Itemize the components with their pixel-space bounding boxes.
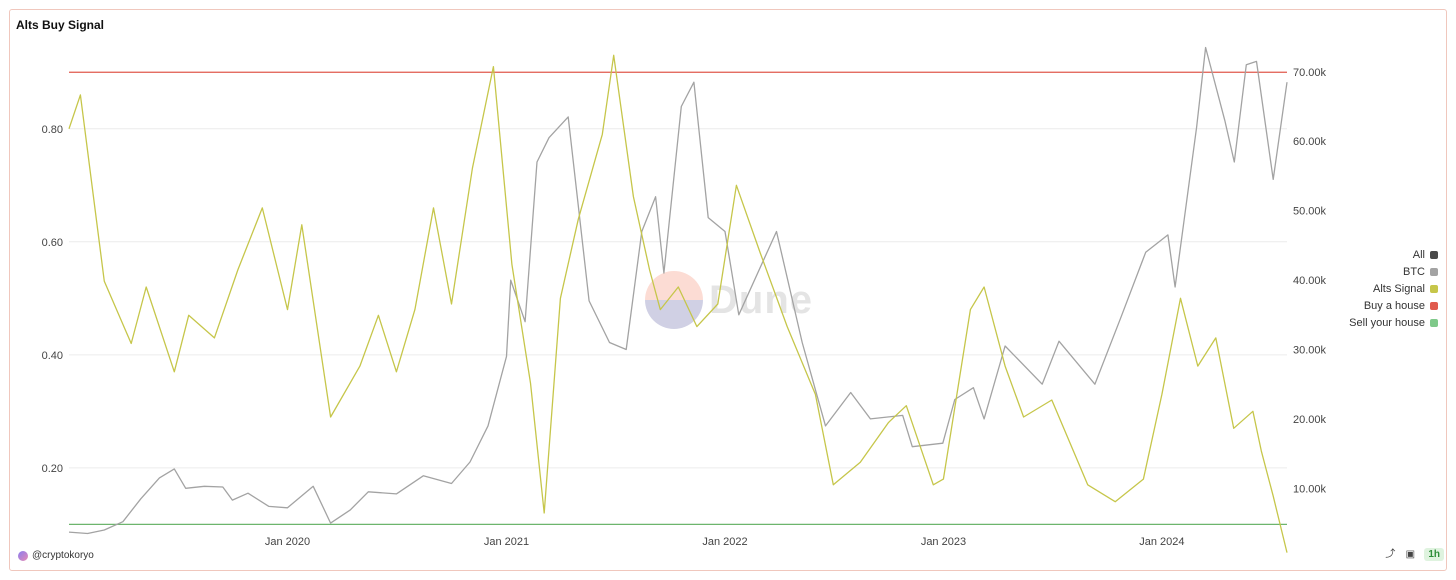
series-lines [68,46,1288,553]
y-axis-right: 10.00k 20.00k 30.00k 40.00k 50.00k 60.00k 70.0… [1293,67,1327,496]
legend-label: Alts Signal [1373,283,1425,295]
legend-item-alts-signal[interactable]: Alts Signal [1349,281,1438,298]
y-right-tick-label: 50.00k [1293,206,1327,218]
x-axis: Jan 2020 Jan 2021 Jan 2022 Jan 2023 Jan 2024 [265,536,1185,548]
legend-swatch [1430,268,1438,277]
chart-card [9,9,1447,571]
chart-toolbar: ⤴ ▣ 1h [1384,548,1444,561]
legend-swatch [1430,302,1438,311]
x-tick-label: Jan 2022 [702,536,747,548]
btc-series-line [68,46,1288,535]
legend-label: All [1412,249,1425,261]
x-tick-label: Jan 2024 [1139,536,1184,548]
refresh-badge[interactable]: 1h [1424,548,1444,561]
avatar-icon [18,550,28,561]
legend-item-buy-a-house[interactable]: Buy a house [1349,298,1438,315]
y-right-tick-label: 10.00k [1293,483,1327,495]
y-left-tick-label: 0.40 [42,350,63,362]
x-tick-label: Jan 2021 [484,536,529,548]
y-axis-left: 0.20 0.40 0.60 0.80 [42,124,63,475]
x-tick-label: Jan 2023 [921,536,966,548]
grid-lines [69,128,1287,469]
legend-swatch [1430,319,1438,328]
chart-title: Alts Buy Signal [16,18,105,32]
legend-item-btc[interactable]: BTC [1349,264,1438,281]
y-left-tick-label: 0.60 [42,237,63,249]
y-left-tick-label: 0.80 [42,124,63,136]
legend-label: Sell your house [1349,317,1425,329]
y-right-tick-label: 40.00k [1293,275,1327,287]
reference-lines [69,71,1287,525]
y-right-tick-label: 30.00k [1293,344,1327,356]
legend: All BTC Alts Signal Buy a house Sell your ho… [1349,247,1438,332]
legend-swatch [1430,285,1438,294]
y-left-tick-label: 0.20 [42,463,63,475]
camera-icon[interactable]: ▣ [1405,548,1416,560]
x-tick-label: Jan 2020 [265,536,310,548]
share-icon[interactable]: ⤴ [1385,548,1396,560]
watermark-text: Dune [709,277,813,322]
y-right-tick-label: 60.00k [1293,136,1327,148]
legend-label: BTC [1403,266,1425,278]
legend-label: Buy a house [1363,300,1425,312]
alts-signal-series-line [68,54,1288,553]
legend-swatch [1430,251,1438,260]
author-badge[interactable]: @cryptokoryo [18,550,94,561]
legend-item-all[interactable]: All [1349,247,1438,264]
author-name: @cryptokoryo [32,550,94,561]
y-right-tick-label: 20.00k [1293,414,1327,426]
legend-item-sell-your-house[interactable]: Sell your house [1349,315,1438,332]
y-right-tick-label: 70.00k [1293,67,1327,79]
